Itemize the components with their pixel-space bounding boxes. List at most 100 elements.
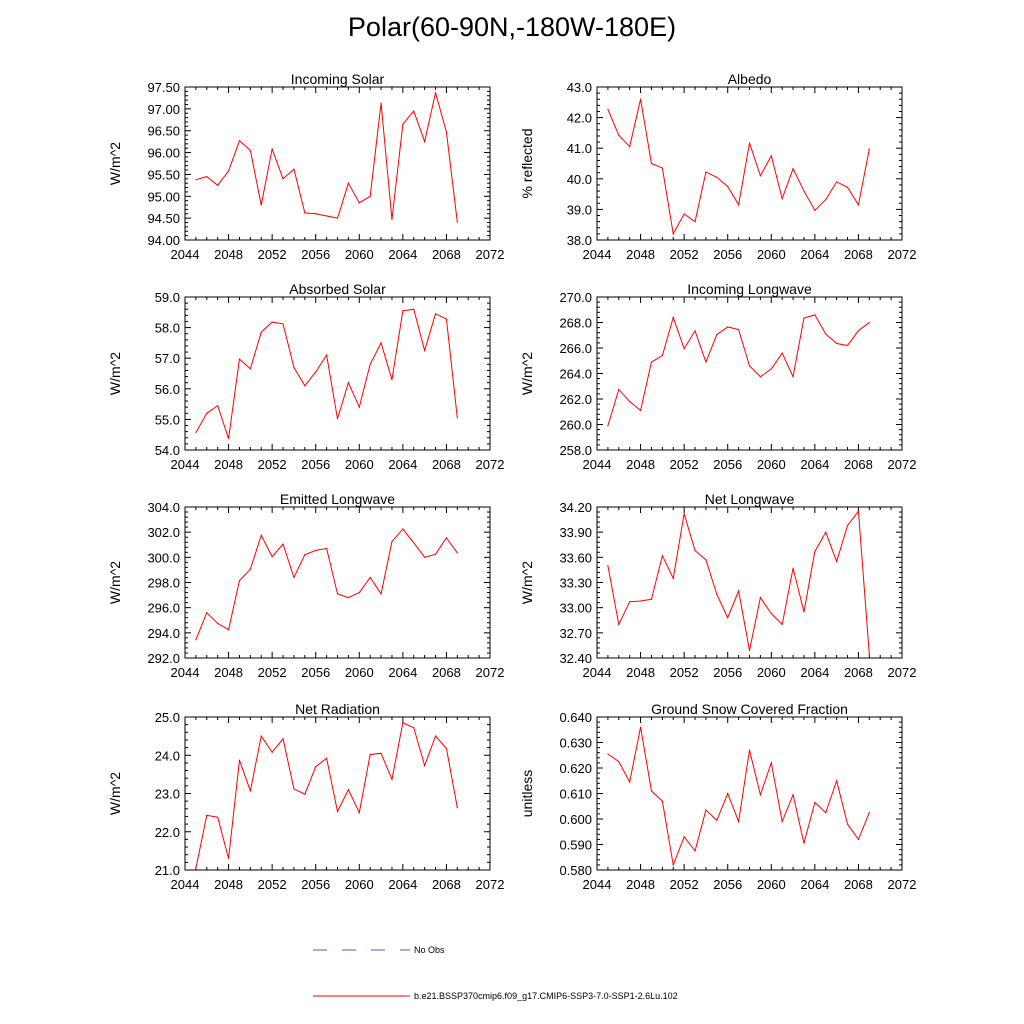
data-point bbox=[402, 123, 404, 125]
data-point bbox=[413, 110, 415, 112]
x-tick-label: 2044 bbox=[583, 457, 612, 472]
data-point bbox=[260, 735, 262, 737]
x-tick-label: 2052 bbox=[670, 457, 699, 472]
data-point bbox=[661, 800, 663, 802]
x-tick-label: 2060 bbox=[345, 457, 374, 472]
x-tick-label: 2060 bbox=[757, 665, 786, 680]
x-tick-label: 2056 bbox=[713, 665, 742, 680]
chart-panel-8: 2044 2048 2052 2056 2060 2064 2068 2072 0.580 0.5… bbox=[519, 701, 916, 892]
data-point bbox=[792, 794, 794, 796]
data-point bbox=[445, 537, 448, 539]
data-point bbox=[727, 617, 729, 619]
data-point bbox=[825, 199, 827, 201]
plot-frame bbox=[184, 716, 491, 871]
data-point bbox=[456, 552, 458, 554]
data-point bbox=[650, 598, 653, 600]
data-point bbox=[315, 766, 317, 768]
y-tick-label: 0.590 bbox=[559, 838, 592, 853]
plot-frame bbox=[184, 296, 491, 451]
y-tick-label: 42.0 bbox=[567, 111, 592, 126]
x-tick-label: 2044 bbox=[171, 457, 200, 472]
data-point bbox=[336, 810, 339, 813]
chart-panel-4: 2044 2048 2052 2056 2060 2064 2068 2072 258.0 260… bbox=[519, 281, 916, 472]
data-point bbox=[315, 371, 317, 373]
data-point bbox=[672, 233, 674, 235]
data-point bbox=[413, 542, 415, 544]
data-point bbox=[836, 181, 838, 183]
data-point bbox=[705, 559, 707, 561]
series-line bbox=[195, 722, 458, 869]
y-tick-label: 292.0 bbox=[147, 651, 180, 666]
x-tick-label: 2068 bbox=[432, 665, 461, 680]
data-point bbox=[868, 654, 870, 656]
data-point bbox=[738, 820, 740, 823]
data-point bbox=[857, 330, 860, 332]
y-tick-label: 96.50 bbox=[147, 124, 180, 139]
data-point bbox=[770, 762, 772, 764]
y-axis-label: W/m^2 bbox=[519, 352, 535, 395]
data-point bbox=[639, 409, 642, 412]
data-point bbox=[358, 202, 360, 204]
y-axis-label: unitless bbox=[519, 770, 535, 817]
data-point bbox=[661, 355, 663, 357]
data-point bbox=[369, 753, 371, 756]
data-point bbox=[618, 623, 620, 626]
data-point bbox=[217, 622, 219, 625]
y-tick-label: 302.0 bbox=[147, 525, 180, 540]
x-tick-label: 2072 bbox=[476, 665, 505, 680]
data-point bbox=[293, 788, 295, 790]
plot-frame bbox=[596, 296, 903, 451]
data-point bbox=[759, 794, 761, 796]
x-tick-label: 2044 bbox=[583, 877, 612, 892]
y-axis-label: W/m^2 bbox=[519, 561, 535, 604]
data-point bbox=[803, 317, 805, 319]
x-tick-label: 2044 bbox=[171, 665, 200, 680]
data-point bbox=[759, 597, 761, 599]
chart-panel-1: 2044 2048 2052 2056 2060 2064 2068 2072 94.00 94.… bbox=[107, 71, 504, 262]
data-point bbox=[705, 171, 707, 173]
data-point bbox=[618, 388, 620, 391]
data-point bbox=[249, 790, 251, 792]
data-point bbox=[672, 577, 674, 579]
x-tick-label: 2068 bbox=[844, 247, 873, 262]
x-tick-label: 2048 bbox=[214, 247, 243, 262]
data-point bbox=[293, 168, 295, 170]
data-point bbox=[846, 344, 849, 347]
data-point bbox=[380, 752, 382, 754]
y-tick-label: 56.0 bbox=[155, 382, 180, 397]
chart-panel-6: 2044 2048 2052 2056 2060 2064 2068 2072 32.40 32.… bbox=[519, 491, 916, 680]
x-tick-label: 2072 bbox=[888, 877, 917, 892]
data-point bbox=[814, 801, 816, 804]
x-tick-label: 2068 bbox=[432, 247, 461, 262]
data-point bbox=[705, 361, 707, 363]
data-point bbox=[607, 425, 609, 427]
data-point bbox=[336, 593, 339, 595]
data-point bbox=[369, 195, 371, 197]
data-point bbox=[607, 108, 609, 110]
data-point bbox=[347, 597, 349, 599]
legend: No Obs b.e21.BSSP370cmip6.f09_g17.CMIP6-S… bbox=[313, 945, 678, 1001]
y-tick-label: 22.0 bbox=[155, 825, 180, 840]
y-tick-label: 43.0 bbox=[567, 80, 592, 95]
x-tick-label: 2044 bbox=[583, 247, 612, 262]
data-point bbox=[836, 780, 838, 782]
legend-obs-label: No Obs bbox=[414, 945, 445, 955]
data-point bbox=[271, 321, 273, 323]
data-point bbox=[402, 310, 404, 312]
y-tick-label: 21.0 bbox=[155, 863, 180, 878]
y-tick-label: 0.620 bbox=[559, 761, 592, 776]
y-axis-label: % reflected bbox=[519, 128, 535, 198]
data-point bbox=[781, 198, 783, 200]
x-tick-label: 2060 bbox=[345, 247, 374, 262]
y-tick-label: 41.0 bbox=[567, 141, 592, 156]
x-tick-label: 2052 bbox=[258, 665, 287, 680]
y-tick-label: 94.00 bbox=[147, 233, 180, 248]
data-point bbox=[456, 221, 458, 223]
x-tick-label: 2048 bbox=[626, 457, 655, 472]
data-point bbox=[445, 131, 448, 133]
legend-model-label: b.e21.BSSP370cmip6.f09_g17.CMIP6-SSP3-7.… bbox=[414, 991, 678, 1001]
data-point bbox=[413, 308, 415, 310]
data-point bbox=[304, 793, 306, 795]
data-point bbox=[607, 753, 609, 755]
x-tick-label: 2072 bbox=[888, 247, 917, 262]
